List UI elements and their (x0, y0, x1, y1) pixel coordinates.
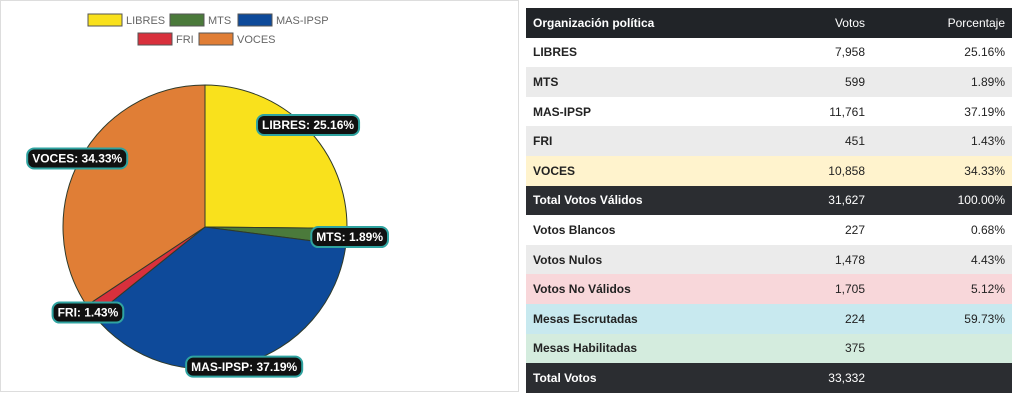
data-label: VOCES: 34.33% (32, 152, 122, 166)
table-cell: 224 (844, 311, 865, 326)
table-cell: 227 (844, 222, 865, 237)
data-label: MAS-IPSP: 37.19% (191, 360, 297, 374)
results-table: Organización política Votos Porcentaje LIBR… (526, 8, 1012, 393)
table-row: LIBRES 7,958 25.16% (526, 37, 1012, 68)
table-cell: Total Votos Válidos (533, 193, 643, 208)
legend-label: MTS (208, 15, 231, 27)
legend-label: VOCES (237, 34, 276, 46)
table-cell: Total Votos (533, 370, 597, 385)
table-cell: Votos Blancos (533, 222, 616, 237)
table-row: Mesas Habilitadas 375 (526, 333, 1012, 364)
table-row: FRI 451 1.43% (526, 126, 1012, 156)
table-cell (872, 363, 1012, 393)
table-cell: 33,332 (828, 370, 865, 385)
table-cell: 4.43% (970, 252, 1005, 267)
header-cell: Porcentaje (872, 8, 1012, 38)
table-cell: 599 (844, 74, 865, 89)
legend-label: MAS-IPSP (276, 15, 329, 27)
data-label-box (185, 355, 304, 378)
legend-label: LIBRES (126, 15, 165, 27)
table-cell: Votos No Válidos (533, 282, 631, 297)
legend-swatch (198, 32, 234, 46)
data-label: FRI: 1.43% (58, 306, 119, 320)
table-row: Total Votos 33,332 (526, 363, 1012, 393)
table-cell: Mesas Escrutadas (533, 311, 638, 326)
table-cell: MTS (533, 74, 559, 89)
table-cell: Votos Nulos (533, 252, 603, 267)
table-row: Votos No Válidos 1,705 5.12% (526, 274, 1012, 304)
table-cell: 0.68% (970, 222, 1005, 237)
data-label-box (26, 147, 129, 170)
header-row: Organización política Votos Porcentaje (526, 8, 1012, 38)
table-cell: 11,761 (829, 104, 865, 119)
table-cell: 31,627 (828, 193, 865, 208)
legend-swatch (237, 13, 273, 27)
table-row: Mesas Escrutadas 224 59.73% (526, 303, 1012, 334)
legend-label: FRI (176, 34, 194, 46)
legend-swatch (137, 32, 173, 46)
table-cell: 7,958 (834, 45, 865, 60)
legend-swatch (169, 13, 205, 27)
table-cell: 34.33% (964, 163, 1005, 178)
table-cell: 37.19% (964, 104, 1005, 119)
header-cell: Organización política (526, 8, 696, 38)
table-cell: Mesas Habilitadas (533, 341, 638, 356)
data-label-box (310, 226, 389, 249)
table-cell: 5.12% (970, 282, 1005, 297)
table-cell: 1,705 (834, 282, 865, 297)
data-label-box (51, 301, 125, 324)
table-cell: 59.73% (964, 311, 1005, 326)
data-label: LIBRES: 25.16% (262, 118, 354, 132)
table-cell: 25.16% (964, 45, 1005, 60)
table-row: Total Votos Válidos 31,627 100.00% (526, 185, 1012, 216)
data-label: MTS: 1.89% (316, 230, 383, 244)
table-cell: 100.00% (957, 193, 1005, 208)
legend-swatch (87, 13, 123, 27)
table-row: MAS-IPSP 11,761 37.19% (526, 96, 1012, 127)
table-cell: 375 (844, 341, 865, 356)
table-cell: VOCES (533, 163, 576, 178)
header-cell: Votos (696, 8, 872, 38)
table-row: Votos Blancos 227 0.68% (526, 215, 1012, 245)
data-label-box (256, 113, 361, 136)
table-cell: FRI (533, 134, 553, 149)
table-cell: 451 (844, 134, 865, 149)
table-row: MTS 599 1.89% (526, 67, 1012, 97)
table-cell: LIBRES (533, 45, 578, 60)
table-row: VOCES 10,858 34.33% (526, 155, 1012, 186)
table-cell: 1.43% (970, 134, 1005, 149)
table-cell: 10,858 (828, 163, 865, 178)
table-cell: MAS-IPSP (533, 104, 592, 119)
table-row: Votos Nulos 1,478 4.43% (526, 244, 1012, 275)
table-cell (872, 334, 1012, 364)
table-cell: 1,478 (834, 252, 865, 267)
chart: LIBRES MTS MAS-IPSP FRI VOCES LIBRES: 25.16% M… (0, 0, 519, 392)
table-cell: 1.89% (970, 74, 1005, 89)
